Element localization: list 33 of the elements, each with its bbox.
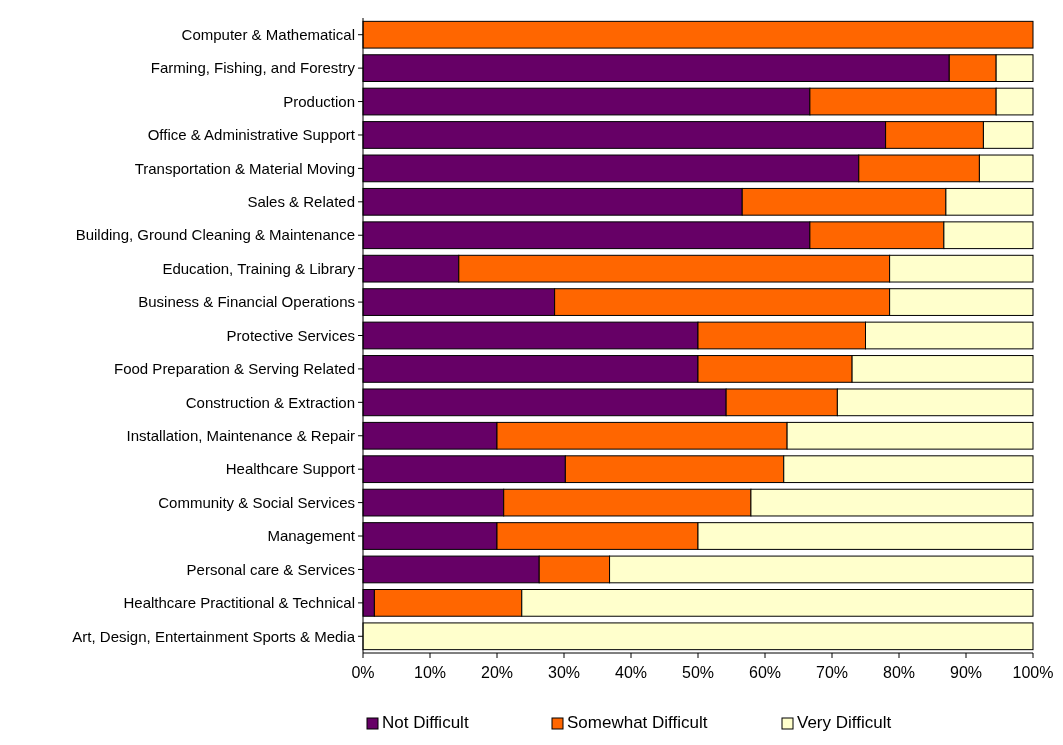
y-tick-label: Installation, Maintenance & Repair: [126, 427, 355, 445]
y-tick-label: Education, Training & Library: [162, 259, 356, 277]
x-tick-label: 80%: [882, 664, 916, 681]
y-tick-label: Computer & Mathematical: [181, 25, 355, 43]
y-tick-label: Farming, Fishing, and Forestry: [150, 59, 356, 77]
y-tick-label: Protective Services: [226, 326, 355, 344]
y-tick-label: Construction & Extraction: [185, 393, 355, 411]
x-tick-label: 0%: [351, 664, 375, 681]
y-tick-label: Production: [283, 92, 355, 110]
y-tick-label: Transportation & Material Moving: [134, 159, 355, 177]
x-tick-label: 20%: [480, 664, 514, 681]
y-tick-label: Business & Financial Operations: [138, 293, 355, 311]
x-tick-label: 70%: [815, 664, 849, 681]
x-tick-label: 50%: [681, 664, 715, 681]
legend-label: Very Difficult: [797, 713, 892, 732]
x-tick-label: 100%: [1012, 664, 1054, 681]
y-tick-label: Personal care & Services: [186, 560, 355, 578]
legend-label: Not Difficult: [382, 713, 469, 732]
y-tick-label: Healthcare Support: [225, 460, 356, 478]
y-tick-label: Office & Administrative Support: [147, 126, 356, 144]
legend-label: Somewhat Difficult: [567, 713, 708, 732]
y-tick-label: Food Preparation & Serving Related: [114, 360, 355, 378]
y-tick-label: Management: [267, 527, 356, 545]
y-tick-label: Building, Ground Cleaning & Maintenance: [75, 226, 355, 244]
x-tick-label: 90%: [949, 664, 983, 681]
x-tick-label: 30%: [547, 664, 581, 681]
y-tick-label: Healthcare Practitional & Technical: [123, 594, 355, 612]
x-tick-label: 40%: [614, 664, 648, 681]
x-tick-label: 60%: [748, 664, 782, 681]
x-tick-label: 10%: [413, 664, 447, 681]
y-tick-label: Sales & Related: [247, 193, 355, 211]
y-tick-label: Art, Design, Entertainment Sports & Media: [72, 627, 356, 645]
y-tick-label: Community & Social Services: [158, 493, 355, 511]
